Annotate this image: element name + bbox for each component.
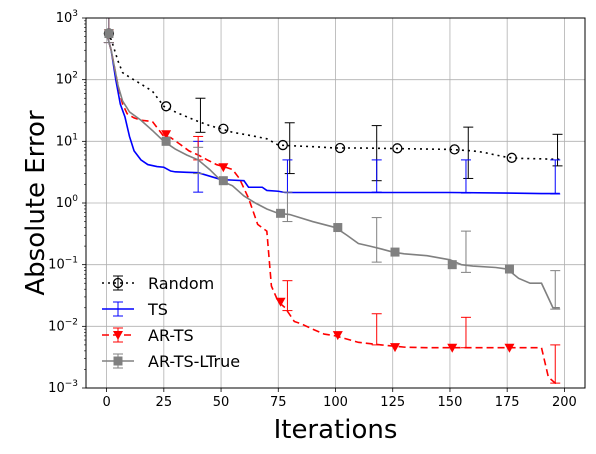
legend-marker	[112, 277, 124, 289]
x-tick-label: 50	[213, 395, 230, 410]
legend-label: TS	[147, 300, 168, 319]
x-tick-label: 25	[156, 395, 173, 410]
legend-marker	[113, 356, 123, 366]
data-point	[504, 343, 515, 353]
data-point	[218, 176, 228, 186]
data-point	[392, 143, 403, 154]
legend-item: Random	[102, 274, 214, 293]
ticks-group: 0 25 50 75 100 125 150 175 200 10−3 10−2 10−1 100 101…	[48, 9, 577, 410]
data-point	[160, 101, 172, 112]
data-point	[504, 264, 514, 274]
x-tick-label: 125	[380, 395, 405, 410]
data-point	[449, 144, 460, 155]
x-tick-label: 100	[323, 395, 348, 410]
x-tick-label: 175	[495, 395, 520, 410]
y-tick-label: 103	[56, 9, 78, 26]
legend-label: AR-TS-LTrue	[148, 352, 240, 371]
series-line	[105, 33, 560, 161]
data-point	[390, 247, 400, 257]
data-point	[276, 208, 286, 218]
axes-frame	[85, 17, 586, 389]
legend-item: AR-TS-LTrue	[102, 352, 240, 371]
data-point	[506, 152, 517, 163]
data-point	[390, 343, 401, 353]
data-point	[218, 163, 229, 173]
legend-item: TS	[102, 300, 168, 319]
series-line	[105, 33, 560, 309]
data-point	[332, 331, 343, 341]
y-tick-label: 10−1	[48, 256, 78, 273]
x-tick-label: 200	[552, 395, 577, 410]
y-tick-label: 102	[56, 71, 78, 88]
x-tick-label: 150	[438, 395, 463, 410]
data-point	[104, 29, 114, 39]
data-point	[218, 123, 229, 134]
y-tick-label: 10−2	[48, 317, 78, 334]
x-axis-label: Iterations	[274, 415, 398, 445]
legend-item: AR-TS	[102, 326, 194, 345]
data-point	[277, 139, 289, 151]
y-axis-label: Absolute Error	[21, 110, 51, 296]
y-tick-label: 10−3	[48, 379, 78, 396]
data-point	[334, 142, 346, 154]
legend: Random TS AR-TS AR-TS-LTrue	[102, 274, 240, 371]
y-tick-label: 100	[56, 194, 79, 211]
legend-label: AR-TS	[148, 326, 194, 345]
legend-label: Random	[148, 274, 214, 293]
y-tick-label: 101	[56, 132, 78, 149]
data-point	[447, 343, 458, 353]
data-point	[333, 223, 343, 233]
series-line	[105, 33, 560, 384]
legend-marker	[113, 331, 123, 340]
data-group	[103, 18, 563, 384]
data-point	[161, 136, 171, 146]
x-tick-label: 0	[102, 395, 110, 410]
data-point	[161, 130, 172, 140]
data-point	[447, 260, 457, 270]
data-point	[275, 297, 286, 307]
x-tick-label: 75	[270, 395, 287, 410]
series-ar-ts-ltrue	[103, 18, 561, 310]
